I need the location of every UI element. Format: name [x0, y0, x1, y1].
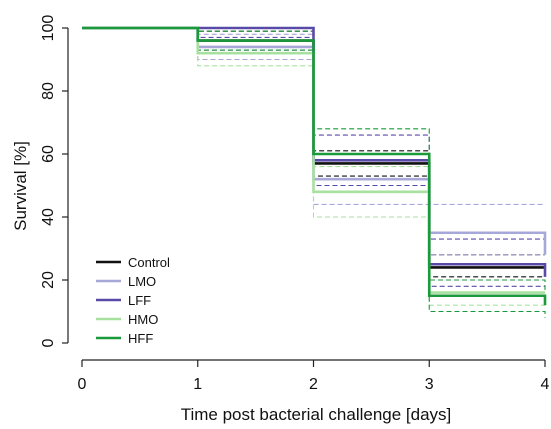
legend-label-lmo: LMO: [128, 274, 156, 289]
y-axis-title: Survival [%]: [11, 141, 30, 231]
x-tick-label: 4: [541, 376, 550, 393]
series-hff-line: [82, 26, 547, 306]
legend-label-control: Control: [128, 255, 170, 270]
series-lff-line: [82, 26, 547, 277]
legend: Control LMO LFF HMO HFF: [96, 255, 170, 346]
y-tick-label: 80: [40, 82, 57, 100]
y-tick-label: 40: [40, 208, 57, 226]
y-tick-label: 0: [40, 338, 57, 347]
legend-label-lff: LFF: [128, 293, 151, 308]
x-tick-label: 3: [425, 376, 434, 393]
x-axis-title: Time post bacterial challenge [days]: [181, 405, 452, 424]
y-tick-label: 20: [40, 271, 57, 289]
x-axis: 0 1 2 3 4: [78, 359, 550, 393]
y-tick-label: 100: [40, 15, 57, 42]
y-tick-label: 60: [40, 145, 57, 163]
x-tick-label: 2: [309, 376, 318, 393]
legend-label-hff: HFF: [128, 331, 153, 346]
y-axis: 0 20 40 60 80 100: [40, 15, 69, 347]
x-tick-label: 1: [193, 376, 202, 393]
plot-area: [82, 26, 547, 318]
x-tick-label: 0: [78, 376, 87, 393]
legend-label-hmo: HMO: [128, 312, 158, 327]
